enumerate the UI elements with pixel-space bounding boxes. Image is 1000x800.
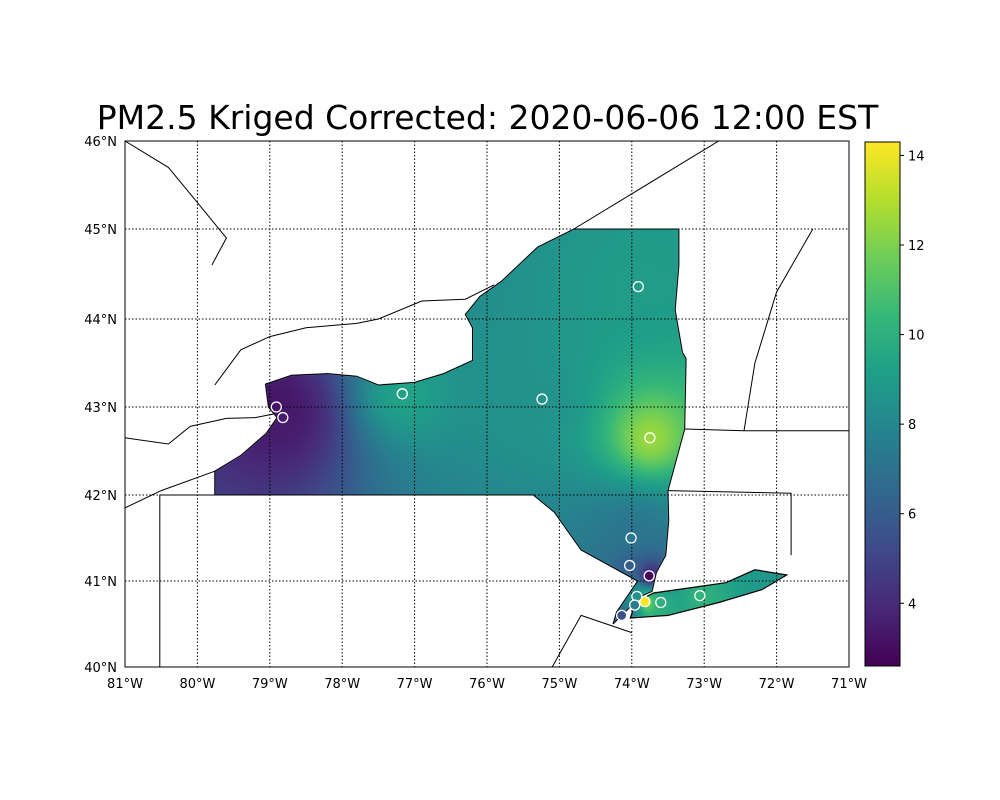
colorbar-tick-label: 12 — [908, 239, 925, 254]
map-layer — [125, 141, 849, 667]
monitor-station-marker — [625, 532, 637, 544]
monitor-station-marker — [694, 589, 706, 602]
map-frame — [124, 140, 850, 668]
long-island-coastline — [629, 569, 789, 619]
coastline-or-border — [743, 228, 814, 431]
lon-tick-label: 78°W — [324, 677, 360, 692]
lat-tick-label: 40°N — [84, 661, 117, 676]
monitor-station-marker — [643, 570, 655, 582]
monitor-station-marker — [277, 411, 289, 424]
colorbar-tick-label: 14 — [908, 149, 925, 164]
colorbar-tick-label: 8 — [908, 418, 916, 433]
lon-tick-label: 72°W — [759, 677, 795, 692]
coastline-or-border — [125, 141, 227, 266]
monitor-station-marker — [623, 559, 636, 572]
monitor-station-marker — [629, 599, 641, 611]
monitor-station-marker — [270, 401, 282, 413]
monitor-station-marker — [632, 280, 644, 293]
colorbar-tick-label: 4 — [908, 597, 916, 612]
coastline-or-border — [125, 413, 274, 445]
lat-tick-label: 41°N — [84, 575, 117, 590]
colorbar-tick-label: 10 — [908, 329, 925, 344]
coastline-or-border — [214, 284, 495, 386]
lat-tick-label: 45°N — [84, 223, 117, 238]
lon-tick-label: 76°W — [469, 677, 505, 692]
colorbar-tick-label: 6 — [908, 508, 916, 523]
lat-tick-label: 44°N — [84, 313, 117, 328]
lon-tick-label: 74°W — [614, 677, 650, 692]
lat-tick-label: 46°N — [84, 135, 117, 150]
monitor-station-marker — [616, 609, 628, 622]
monitor-station-marker — [639, 595, 651, 608]
lon-tick-label: 77°W — [397, 677, 433, 692]
colorbar — [864, 141, 901, 667]
monitor-station-marker — [644, 432, 656, 444]
lat-tick-label: 42°N — [84, 489, 117, 504]
coastline-or-border — [551, 614, 632, 667]
coastline-or-border — [125, 470, 215, 509]
monitor-station-marker — [536, 393, 548, 405]
lon-tick-label: 71°W — [831, 677, 867, 692]
lon-tick-label: 79°W — [252, 677, 288, 692]
lat-tick-label: 43°N — [84, 401, 117, 416]
lon-tick-label: 80°W — [179, 677, 215, 692]
monitor-station-marker — [396, 388, 408, 400]
coastline-or-border — [573, 141, 719, 230]
lon-tick-label: 81°W — [107, 677, 143, 692]
chart-title: PM2.5 Kriged Corrected: 2020-06-06 12:00… — [96, 98, 879, 137]
coastline-or-border — [667, 490, 792, 556]
new-york-border — [214, 228, 687, 625]
lon-tick-label: 75°W — [541, 677, 577, 692]
monitor-station-marker — [655, 596, 667, 609]
lon-tick-label: 73°W — [686, 677, 722, 692]
coastline-or-border — [684, 428, 849, 432]
